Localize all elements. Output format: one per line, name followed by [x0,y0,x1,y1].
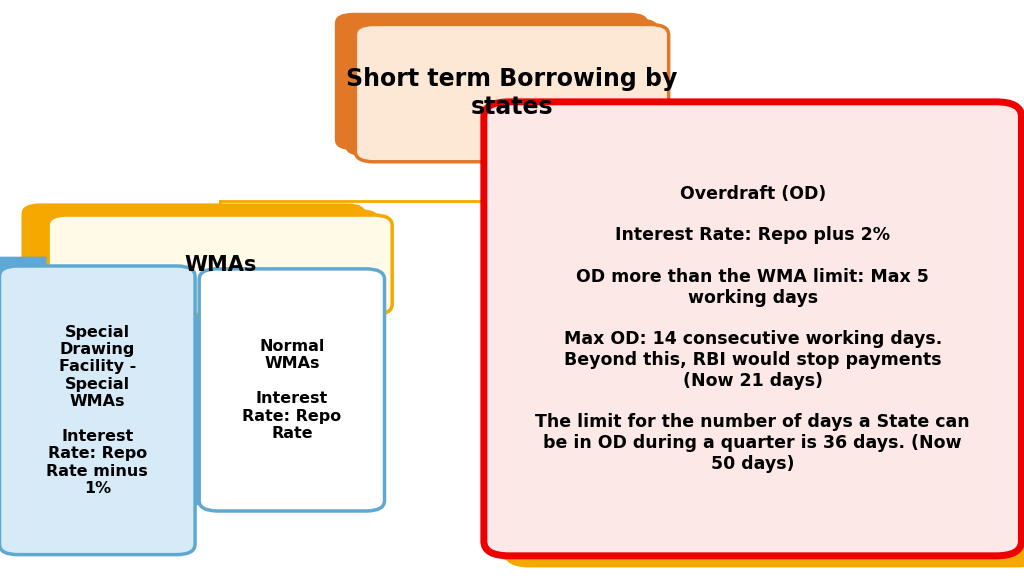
FancyBboxPatch shape [0,257,174,545]
FancyBboxPatch shape [483,102,1022,556]
FancyBboxPatch shape [178,260,365,502]
FancyBboxPatch shape [48,215,392,314]
Text: Short term Borrowing by
states: Short term Borrowing by states [346,67,678,119]
Text: Overdraft (OD)

Interest Rate: Repo plus 2%

OD more than the WMA limit: Max 5
w: Overdraft (OD) Interest Rate: Repo plus … [536,184,970,473]
FancyBboxPatch shape [355,24,669,162]
FancyBboxPatch shape [22,203,366,303]
Text: Special
Drawing
Facility -
Special
WMAs

Interest
Rate: Repo
Rate minus
1%: Special Drawing Facility - Special WMAs … [46,325,148,496]
FancyBboxPatch shape [504,113,1024,567]
FancyBboxPatch shape [0,261,184,550]
FancyBboxPatch shape [188,264,374,506]
FancyBboxPatch shape [0,266,195,555]
FancyBboxPatch shape [35,210,379,308]
FancyBboxPatch shape [335,13,648,150]
Text: Normal
WMAs

Interest
Rate: Repo
Rate: Normal WMAs Interest Rate: Repo Rate [243,339,341,441]
Text: WMAs: WMAs [184,255,256,275]
FancyBboxPatch shape [345,19,658,156]
FancyBboxPatch shape [199,269,384,511]
FancyBboxPatch shape [494,108,1024,562]
